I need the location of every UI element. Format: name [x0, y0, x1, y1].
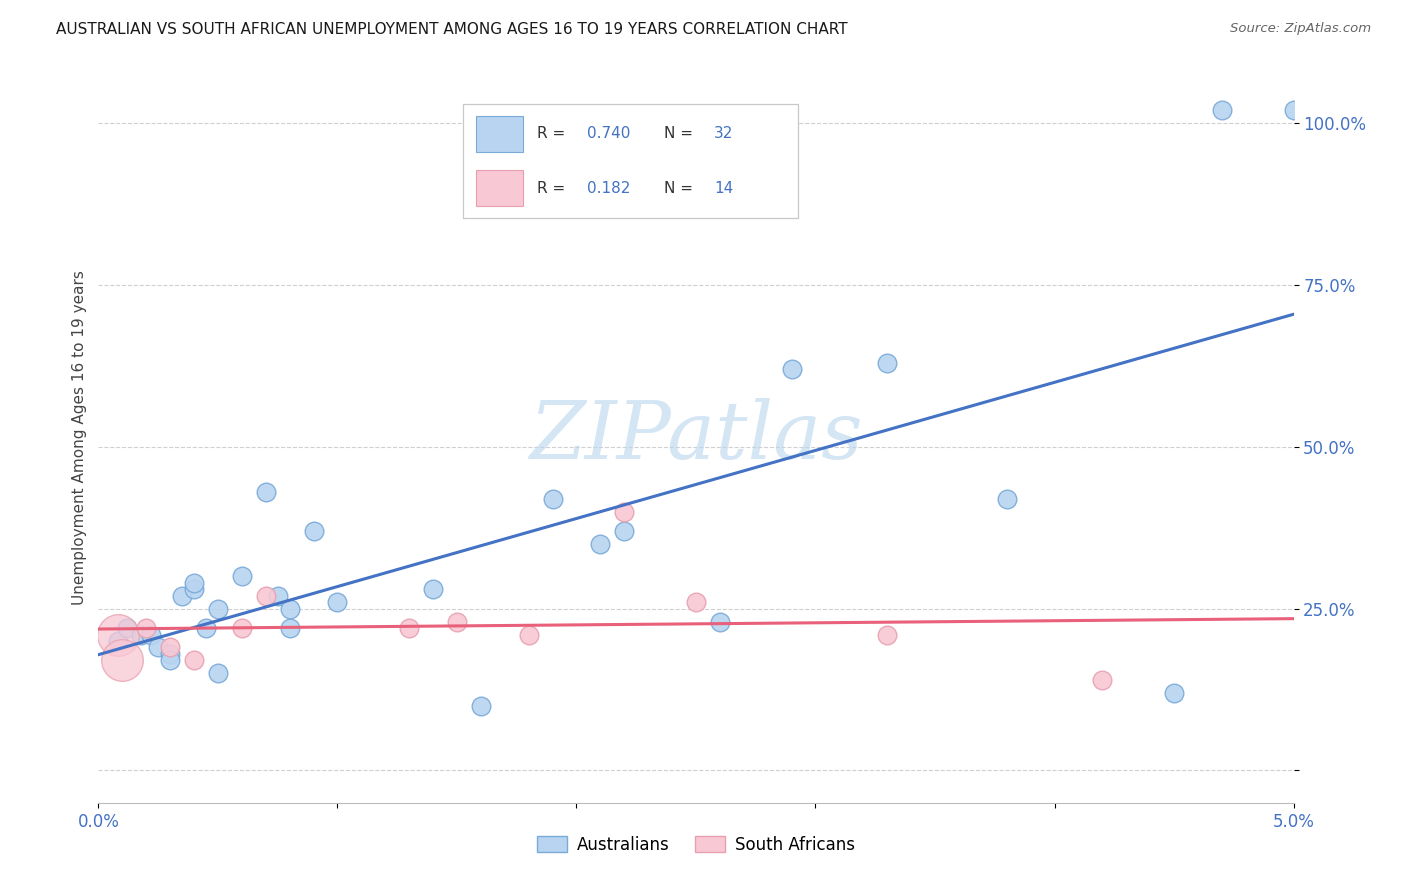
Point: [207, 666, 229, 681]
Y-axis label: Unemployment Among Ages 16 to 19 years: Unemployment Among Ages 16 to 19 years: [72, 269, 87, 605]
Point: [172, 589, 194, 603]
Point: [302, 524, 325, 538]
Point: [876, 356, 898, 370]
Point: [111, 653, 134, 667]
Point: [685, 595, 707, 609]
Point: [1163, 686, 1185, 700]
Point: [278, 601, 301, 615]
Point: [131, 627, 153, 641]
Point: [470, 698, 492, 713]
Point: [107, 627, 129, 641]
Point: [148, 640, 170, 655]
Point: [517, 627, 540, 641]
Point: [107, 634, 129, 648]
Point: [254, 485, 277, 500]
Point: [183, 653, 205, 667]
Point: [115, 621, 138, 635]
Text: Source: ZipAtlas.com: Source: ZipAtlas.com: [1230, 22, 1371, 36]
Point: [1282, 103, 1305, 118]
Point: [139, 627, 162, 641]
Point: [780, 362, 803, 376]
Point: [195, 621, 218, 635]
Point: [1211, 103, 1233, 118]
Point: [207, 601, 229, 615]
Point: [278, 621, 301, 635]
Point: [267, 589, 290, 603]
Point: [159, 653, 181, 667]
Point: [422, 582, 444, 597]
Point: [159, 647, 181, 661]
Point: [613, 504, 636, 518]
Point: [183, 575, 205, 590]
Point: [159, 640, 181, 655]
Legend: Australians, South Africans: Australians, South Africans: [530, 829, 862, 860]
Point: [183, 582, 205, 597]
Point: [326, 595, 349, 609]
Point: [709, 615, 731, 629]
Point: [876, 627, 898, 641]
Point: [541, 491, 564, 506]
Point: [254, 589, 277, 603]
Point: [995, 491, 1018, 506]
Point: [231, 569, 253, 583]
Point: [135, 621, 157, 635]
Text: ZIPatlas: ZIPatlas: [529, 399, 863, 475]
Text: AUSTRALIAN VS SOUTH AFRICAN UNEMPLOYMENT AMONG AGES 16 TO 19 YEARS CORRELATION C: AUSTRALIAN VS SOUTH AFRICAN UNEMPLOYMENT…: [56, 22, 848, 37]
Point: [446, 615, 468, 629]
Point: [398, 621, 420, 635]
Point: [231, 621, 253, 635]
Point: [589, 537, 612, 551]
Point: [1091, 673, 1114, 687]
Point: [613, 524, 636, 538]
